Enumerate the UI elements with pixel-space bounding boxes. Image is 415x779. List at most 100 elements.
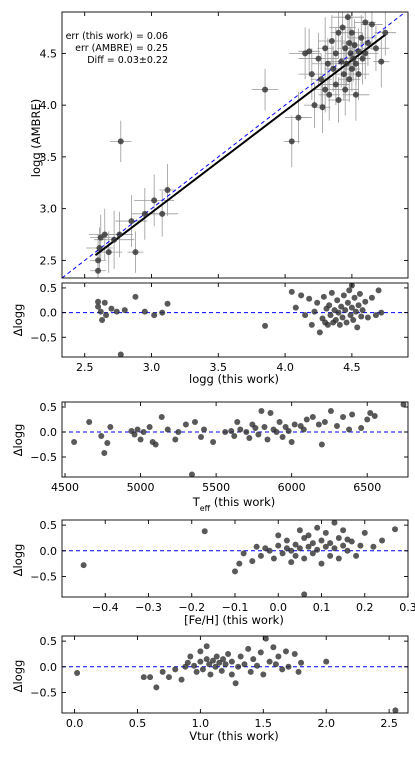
x-axis-label: logg (this work) xyxy=(189,372,279,386)
data-point xyxy=(320,293,327,300)
data-point xyxy=(225,650,232,657)
data-point xyxy=(339,24,346,31)
x-tick-label: 4.5 xyxy=(343,361,361,374)
data-point xyxy=(210,439,217,445)
data-point xyxy=(357,542,364,549)
y-tick-label: 0.0 xyxy=(40,545,58,558)
x-tick-label: 4.0 xyxy=(276,361,294,374)
data-point xyxy=(368,21,375,28)
data-point xyxy=(318,441,325,448)
data-point xyxy=(207,671,214,678)
data-point xyxy=(347,50,354,57)
residual-teff-panel: Δlogg Teff (this work) 4500 5000 5500 6000 6… xyxy=(11,401,409,513)
data-point xyxy=(279,666,286,673)
data-point xyxy=(199,666,206,673)
data-point xyxy=(318,537,325,544)
data-point xyxy=(315,421,322,428)
data-point xyxy=(105,249,112,256)
data-point xyxy=(74,669,81,676)
x-axis-label-rest: (this work) xyxy=(210,495,275,509)
data-point xyxy=(158,414,165,420)
data-point xyxy=(257,649,264,656)
data-point xyxy=(201,426,208,433)
data-point xyxy=(134,426,141,433)
y-tick-label: 0.5 xyxy=(40,635,58,648)
data-point xyxy=(296,545,303,552)
data-point xyxy=(346,287,353,294)
data-point xyxy=(305,532,312,539)
data-point xyxy=(332,50,339,57)
data-point xyxy=(288,138,295,145)
data-point xyxy=(334,297,341,304)
data-point xyxy=(222,661,229,668)
y-tick-label: −0.5 xyxy=(30,451,57,464)
data-point xyxy=(188,471,195,477)
data-point xyxy=(101,299,108,306)
x-tick-label: −0.3 xyxy=(135,601,162,614)
data-point xyxy=(319,104,326,111)
data-point xyxy=(151,312,158,319)
data-point xyxy=(301,555,308,562)
x-tick-label: 0.5 xyxy=(129,717,147,730)
data-point xyxy=(338,303,345,310)
data-point xyxy=(99,317,106,323)
data-point xyxy=(392,707,399,713)
annotation-err-this-work: err (this work) = 0.06 xyxy=(66,31,168,42)
y-axis-label: Δlogg xyxy=(11,304,25,337)
data-point xyxy=(132,249,139,256)
data-point xyxy=(348,29,355,36)
data-point xyxy=(261,424,268,430)
data-point xyxy=(203,643,210,650)
data-point xyxy=(309,540,316,547)
residual-feh-panel: Δlogg [Fe/H] (this work) −0.4 −0.3 −0.2 −0.… xyxy=(11,519,415,627)
data-point xyxy=(340,414,347,420)
data-point xyxy=(335,555,342,562)
data-point xyxy=(358,313,365,320)
y-axis-label: Δlogg xyxy=(11,544,25,577)
x-tick-label: 5000 xyxy=(127,481,155,494)
x-tick-label: 4500 xyxy=(51,481,79,494)
data-point xyxy=(358,34,365,41)
data-point xyxy=(322,529,329,536)
fit-line xyxy=(94,33,386,257)
data-point xyxy=(111,236,118,243)
y-tick-label: 0.5 xyxy=(40,401,58,414)
data-point xyxy=(209,657,216,664)
y-axis-label: Δlogg xyxy=(11,660,25,693)
data-point xyxy=(367,410,374,416)
data-point xyxy=(347,312,354,319)
data-point xyxy=(285,663,292,670)
y-tick-label: −0.5 xyxy=(30,570,57,583)
data-point xyxy=(311,308,318,315)
data-point xyxy=(101,450,108,456)
data-point xyxy=(231,433,238,439)
data-point xyxy=(335,96,342,103)
data-point xyxy=(392,526,399,533)
data-point xyxy=(246,435,253,441)
data-point xyxy=(288,559,295,566)
x-axis-label: Teff (this work) xyxy=(192,495,276,513)
data-point xyxy=(266,658,273,665)
x-tick-label: 3.0 xyxy=(143,361,161,374)
data-point xyxy=(364,314,371,321)
data-point xyxy=(288,547,295,554)
data-point xyxy=(314,524,321,531)
data-point xyxy=(305,543,312,550)
data-point xyxy=(131,431,138,438)
data-point xyxy=(315,55,322,62)
data-point xyxy=(97,308,104,315)
data-point xyxy=(351,294,358,301)
data-point xyxy=(216,659,223,666)
data-point xyxy=(191,662,198,669)
y-tick-label: 0.0 xyxy=(40,426,58,439)
data-point xyxy=(95,257,102,264)
data-point xyxy=(322,45,329,52)
data-point xyxy=(358,425,365,431)
data-point xyxy=(375,287,382,294)
data-point xyxy=(96,244,103,251)
data-point xyxy=(328,37,335,44)
data-point xyxy=(335,309,342,316)
data-point xyxy=(236,560,243,567)
data-point xyxy=(235,663,242,670)
data-point xyxy=(298,659,305,666)
